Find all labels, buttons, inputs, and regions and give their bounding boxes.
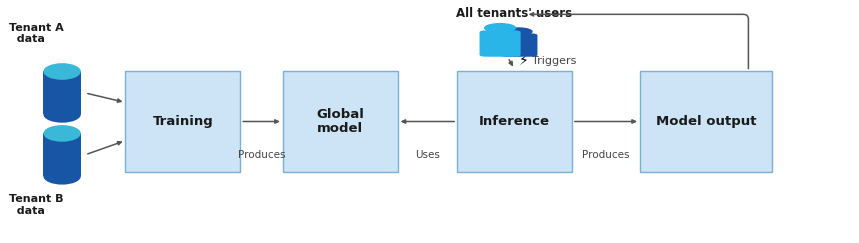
Ellipse shape [44, 125, 81, 142]
Ellipse shape [44, 168, 81, 185]
Text: Tenant B
  data: Tenant B data [9, 194, 63, 216]
Text: Tenant A
  data: Tenant A data [9, 23, 64, 44]
Text: ⚡: ⚡ [519, 54, 528, 68]
Polygon shape [44, 133, 81, 176]
FancyBboxPatch shape [479, 30, 521, 57]
Text: Training: Training [153, 115, 213, 128]
FancyBboxPatch shape [125, 71, 241, 172]
Text: Uses: Uses [415, 150, 440, 160]
Text: Global
model: Global model [316, 107, 364, 136]
Ellipse shape [44, 63, 81, 80]
Text: Inference: Inference [479, 115, 550, 128]
Ellipse shape [44, 69, 81, 74]
Polygon shape [44, 71, 81, 114]
Text: Triggers: Triggers [532, 56, 576, 66]
Ellipse shape [44, 106, 81, 123]
Ellipse shape [484, 23, 516, 33]
Text: Model output: Model output [655, 115, 756, 128]
Ellipse shape [505, 27, 533, 36]
FancyBboxPatch shape [640, 71, 771, 172]
Text: All tenants' users: All tenants' users [456, 7, 573, 20]
FancyBboxPatch shape [500, 33, 538, 57]
Text: Produces: Produces [238, 150, 285, 160]
Text: Produces: Produces [582, 150, 630, 160]
Ellipse shape [44, 131, 81, 136]
FancyBboxPatch shape [283, 71, 398, 172]
FancyBboxPatch shape [457, 71, 572, 172]
